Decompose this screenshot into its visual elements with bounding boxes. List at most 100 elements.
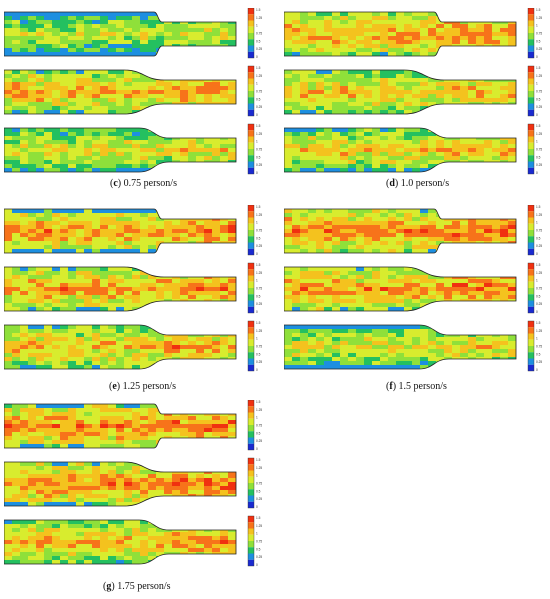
colorbar-tick: 0.75 xyxy=(256,287,262,291)
colorbar: 1.5 1.25 1 0.75 0.5 0.25 0 xyxy=(527,65,542,117)
density-maps-d: 1.5 1.25 1 0.75 0.5 0.25 0 1.5 1.25 1 0.75 0.5 0.25 0… xyxy=(284,8,542,175)
colorbar-tick: 0.25 xyxy=(256,555,262,559)
colorbar-tick: 0.25 xyxy=(536,244,542,248)
density-map xyxy=(4,324,237,370)
colorbar-tick: 0.25 xyxy=(256,360,262,364)
density-maps-e: 1.5 1.25 1 0.75 0.5 0.25 0 1.5 1.25 1 0.75 0.5 0.25 0… xyxy=(4,205,262,372)
colorbar-tick: 0.75 xyxy=(536,32,542,36)
colorbar-tick: 1.5 xyxy=(536,321,541,325)
colorbar-tick: 1.25 xyxy=(536,132,542,136)
colorbar-tick: 1.5 xyxy=(256,516,261,520)
density-map xyxy=(284,266,517,312)
panel-d: 1.5 1.25 1 0.75 0.5 0.25 0 1.5 1.25 1 0.75 0.5 0.25 0… xyxy=(284,8,544,176)
colorbar: 1.5 1.25 1 0.75 0.5 0.25 0 xyxy=(527,8,542,59)
colorbar-tick: 1.25 xyxy=(536,271,542,275)
colorbar-tick: 1.25 xyxy=(256,271,262,275)
colorbar-tick: 1.5 xyxy=(536,205,541,209)
density-maps-g: 1.5 1.25 1 0.75 0.5 0.25 0 1.5 1.25 1 0.75 0.5 0.25 0… xyxy=(4,400,262,567)
density-map xyxy=(4,461,237,507)
colorbar-tick: 1.25 xyxy=(256,16,262,20)
colorbar-tick: 1 xyxy=(536,221,538,225)
colorbar-tick: 0 xyxy=(256,563,258,567)
colorbar-tick: 0.75 xyxy=(536,229,542,233)
colorbar-tick: 0.5 xyxy=(256,155,261,159)
colorbar-tick: 0.25 xyxy=(536,47,542,51)
colorbar-tick: 0.75 xyxy=(256,90,262,94)
colorbar-tick: 0 xyxy=(536,368,538,372)
colorbar-tick: 0.75 xyxy=(536,345,542,349)
colorbar-tick: 0 xyxy=(536,310,538,314)
density-map xyxy=(4,519,237,565)
colorbar-tick: 0.75 xyxy=(256,345,262,349)
panel-e: 1.5 1.25 1 0.75 0.5 0.25 0 1.5 1.25 1 0.75 0.5 0.25 0… xyxy=(4,205,264,375)
colorbar-tick: 0 xyxy=(536,171,538,175)
colorbar-tick: 1 xyxy=(256,532,258,536)
colorbar-tick: 1 xyxy=(536,279,538,283)
colorbar-tick: 1.25 xyxy=(256,524,262,528)
colorbar-tick: 0 xyxy=(256,505,258,509)
colorbar: 1.5 1.25 1 0.75 0.5 0.25 0 xyxy=(247,8,262,59)
colorbar-tick: 0.25 xyxy=(256,302,262,306)
colorbar-tick: 0.75 xyxy=(256,424,262,428)
panel-c: 1.5 1.25 1 0.75 0.5 0.25 0 1.5 1.25 1 0.75 0.5 0.25 0… xyxy=(4,8,264,176)
colorbar-tick: 0.5 xyxy=(256,294,261,298)
colorbar-tick: 0.5 xyxy=(536,97,541,101)
colorbar-tick: 0.5 xyxy=(256,352,261,356)
colorbar-tick: 0.5 xyxy=(256,236,261,240)
colorbar-tick: 1.25 xyxy=(256,213,262,217)
colorbar-tick: 0.5 xyxy=(256,39,261,43)
density-map xyxy=(4,208,237,254)
colorbar: 1.5 1.25 1 0.75 0.5 0.25 0 xyxy=(527,262,542,314)
colorbar-tick: 0 xyxy=(256,113,258,117)
density-map xyxy=(4,266,237,312)
colorbar-tick: 0 xyxy=(536,252,538,256)
density-map xyxy=(284,208,517,254)
colorbar-tick: 0.5 xyxy=(256,547,261,551)
colorbar-tick: 0 xyxy=(256,55,258,59)
colorbar-tick: 1 xyxy=(256,416,258,420)
caption-d: (d) 1.0 person/s xyxy=(386,178,450,189)
colorbar-tick: 0.25 xyxy=(256,244,262,248)
density-map xyxy=(284,11,517,57)
panel-g: 1.5 1.25 1 0.75 0.5 0.25 0 1.5 1.25 1 0.75 0.5 0.25 0… xyxy=(4,400,264,572)
colorbar: 1.5 1.25 1 0.75 0.5 0.25 0 xyxy=(247,515,262,567)
colorbar-tick: 0 xyxy=(536,113,538,117)
colorbar-tick: 0.25 xyxy=(256,497,262,501)
colorbar: 1.5 1.25 1 0.75 0.5 0.25 0 xyxy=(527,123,542,175)
colorbar-tick: 0 xyxy=(256,310,258,314)
colorbar-tick: 0.25 xyxy=(256,163,262,167)
density-map xyxy=(284,127,517,173)
colorbar-tick: 0.25 xyxy=(536,360,542,364)
colorbar-tick: 1.5 xyxy=(536,66,541,70)
colorbar-tick: 0.25 xyxy=(536,302,542,306)
colorbar-tick: 1 xyxy=(256,82,258,86)
panel-f: 1.5 1.25 1 0.75 0.5 0.25 0 1.5 1.25 1 0.75 0.5 0.25 0… xyxy=(284,205,544,375)
density-map xyxy=(4,127,237,173)
colorbar: 1.5 1.25 1 0.75 0.5 0.25 0 xyxy=(247,123,262,175)
colorbar-tick: 1 xyxy=(256,24,258,28)
colorbar-tick: 1 xyxy=(536,24,538,28)
colorbar-tick: 1.25 xyxy=(536,329,542,333)
colorbar-tick: 0.25 xyxy=(536,163,542,167)
colorbar-tick: 1 xyxy=(256,474,258,478)
colorbar-tick: 1.5 xyxy=(536,124,541,128)
colorbar-tick: 1.25 xyxy=(536,16,542,20)
colorbar-tick: 0.75 xyxy=(256,32,262,36)
caption-g: (g) 1.75 person/s xyxy=(103,581,171,592)
density-map xyxy=(284,324,517,370)
colorbar-tick: 0 xyxy=(536,55,538,59)
colorbar-tick: 0.75 xyxy=(256,148,262,152)
caption-f: (f) 1.5 person/s xyxy=(386,381,447,392)
colorbar-tick: 0.25 xyxy=(256,439,262,443)
density-maps-c: 1.5 1.25 1 0.75 0.5 0.25 0 1.5 1.25 1 0.75 0.5 0.25 0… xyxy=(4,8,262,175)
colorbar-tick: 1.5 xyxy=(256,263,261,267)
colorbar-tick: 1 xyxy=(256,337,258,341)
colorbar-tick: 1.5 xyxy=(256,8,261,12)
colorbar-tick: 0.25 xyxy=(256,47,262,51)
colorbar: 1.5 1.25 1 0.75 0.5 0.25 0 xyxy=(527,320,542,372)
colorbar: 1.5 1.25 1 0.75 0.5 0.25 0 xyxy=(247,205,262,256)
density-map xyxy=(4,403,237,449)
caption-e: (e) 1.25 person/s xyxy=(109,381,176,392)
colorbar: 1.5 1.25 1 0.75 0.5 0.25 0 xyxy=(247,320,262,372)
colorbar-tick: 1 xyxy=(536,337,538,341)
